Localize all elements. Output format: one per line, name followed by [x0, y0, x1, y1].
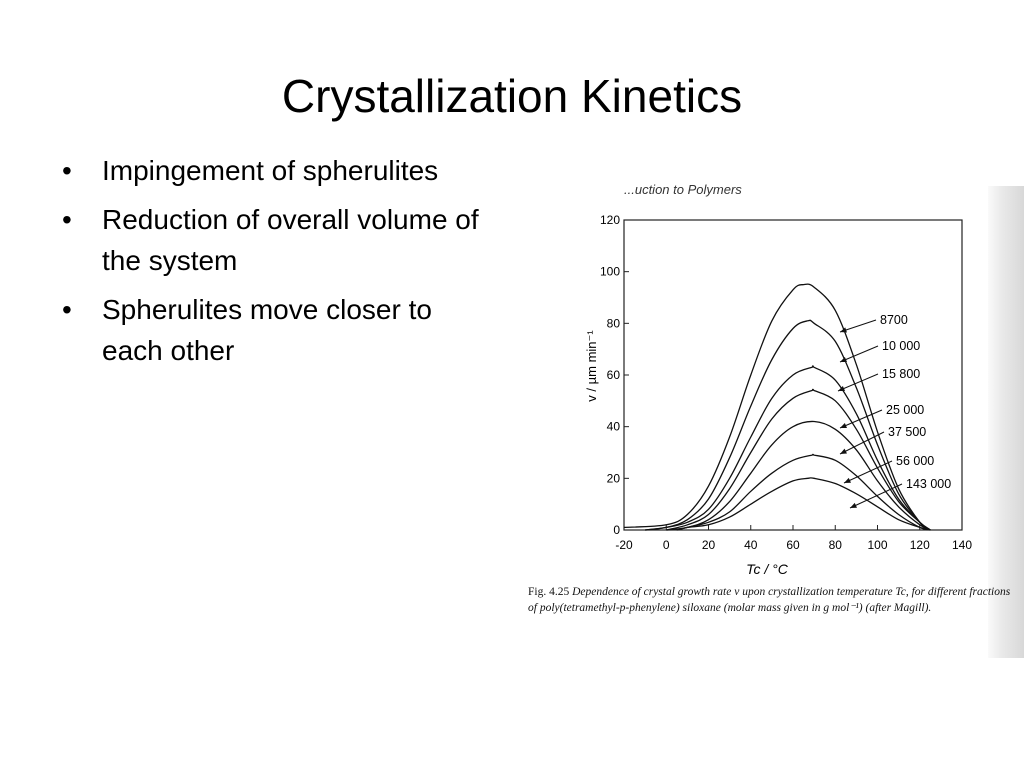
x-tick-label: 100	[867, 538, 887, 552]
arrow-head-icon	[840, 422, 847, 428]
figure-caption-label: Fig. 4.25	[528, 586, 570, 598]
chart-curves	[623, 283, 931, 531]
x-tick-label: 20	[702, 538, 716, 552]
bullet-text: Spherulites move closer to each other	[102, 294, 432, 366]
series-label: 37 500	[888, 425, 926, 439]
arrow-head-icon	[844, 477, 851, 483]
label-arrow	[839, 345, 879, 363]
y-tick-label: 60	[607, 368, 621, 382]
series-line-0	[623, 283, 931, 531]
scan-header-text: ...uction to Polymers	[624, 182, 742, 197]
label-arrow	[837, 373, 879, 392]
figure-caption-text: Dependence of crystal growth rate v upon…	[528, 586, 1011, 614]
arrow-head-icon	[840, 356, 847, 363]
bullet-dot-icon: •	[62, 294, 72, 325]
series-label: 10 000	[882, 339, 920, 353]
bullet-dot-icon: •	[62, 155, 72, 186]
series-line-4	[666, 420, 931, 531]
chart-curve-labels: 8700 10 000 15 800 25 000 37 500 56 000 143 00…	[837, 313, 951, 509]
scanned-figure	[524, 186, 1024, 658]
series-label: 8700	[880, 313, 908, 327]
series-line-3	[666, 388, 931, 531]
bullet-list: • Impingement of spherulites • Reduction o…	[62, 150, 492, 379]
scan-page-edge	[988, 186, 1024, 658]
x-tick-label: -20	[615, 538, 633, 552]
bullet-item: • Impingement of spherulites	[62, 150, 492, 191]
y-tick-label: 40	[607, 420, 621, 434]
arrow-head-icon	[850, 502, 857, 508]
bullet-text: Reduction of overall volume of the syste…	[102, 204, 479, 276]
series-label: 56 000	[896, 454, 934, 468]
label-arrow	[839, 409, 883, 429]
slide-title: Crystallization Kinetics	[281, 70, 743, 122]
y-tick-label: 0	[613, 523, 620, 537]
series-line-2	[645, 365, 931, 531]
series-line-6	[676, 477, 931, 531]
y-tick-label: 100	[600, 265, 620, 279]
x-tick-label: 0	[663, 538, 670, 552]
series-label: 25 000	[886, 403, 924, 417]
figure-caption: Fig. 4.25 Dependence of crystal growth r…	[528, 584, 1016, 616]
x-tick-label: 40	[744, 538, 758, 552]
x-tick-label: 120	[910, 538, 930, 552]
series-label: 15 800	[882, 367, 920, 381]
y-axis-label: v / µm min⁻¹	[584, 330, 599, 402]
y-tick-label: 80	[607, 316, 621, 330]
bullet-text: Impingement of spherulites	[102, 155, 439, 186]
series-line-5	[676, 453, 931, 531]
x-tick-label: 60	[786, 538, 800, 552]
y-tick-label: 120	[600, 213, 620, 227]
label-arrow	[839, 431, 885, 455]
x-axis-label: Tc / °C	[746, 561, 789, 577]
bullet-item: • Reduction of overall volume of the syst…	[62, 199, 492, 281]
arrow-head-icon	[840, 448, 847, 454]
arrow-head-icon	[838, 385, 845, 391]
series-line-1	[645, 319, 931, 531]
x-tick-label: 140	[952, 538, 972, 552]
bullet-item: • Spherulites move closer to each other	[62, 289, 492, 371]
bullet-dot-icon: •	[62, 204, 72, 235]
x-tick-label: 80	[829, 538, 843, 552]
y-tick-label: 20	[607, 471, 621, 485]
arrow-head-icon	[840, 327, 847, 333]
series-label: 143 000	[906, 477, 951, 491]
label-arrow	[849, 483, 903, 509]
label-arrow	[843, 460, 893, 484]
growth-rate-chart: ...uction to Polymers 0 20 40 60 80 100 120 -20…	[584, 182, 972, 577]
